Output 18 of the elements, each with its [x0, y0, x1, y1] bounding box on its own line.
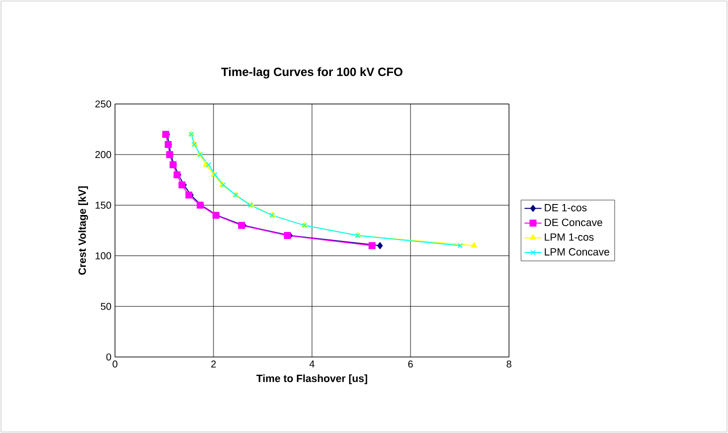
x-tick-label: 4: [309, 360, 314, 368]
chart-title: Time-lag Curves for 100 kV CFO: [221, 67, 402, 78]
x-axis-title: Time to Flashover [us]: [256, 374, 368, 384]
legend-label: LPM Concave: [544, 248, 610, 256]
x-tick-label: 6: [408, 360, 413, 368]
x-tick-label: 2: [211, 360, 216, 368]
y-tick-label: 100: [96, 252, 112, 260]
x-tick-label: 0: [112, 360, 118, 368]
legend-label: LPM 1-cos: [544, 233, 594, 241]
y-tick-label: 150: [96, 202, 112, 209]
y-tick-label: 0: [106, 353, 112, 361]
y-tick-label: 200: [95, 151, 112, 158]
legend-label: DE 1-cos: [544, 204, 587, 212]
y-axis-title: Crest Voltage [kV]: [78, 186, 88, 275]
y-tick-label: 250: [95, 100, 112, 108]
x-tick-label: 8: [506, 360, 512, 368]
legend-label: DE Concave: [544, 218, 602, 226]
y-tick-label: 50: [100, 302, 112, 310]
